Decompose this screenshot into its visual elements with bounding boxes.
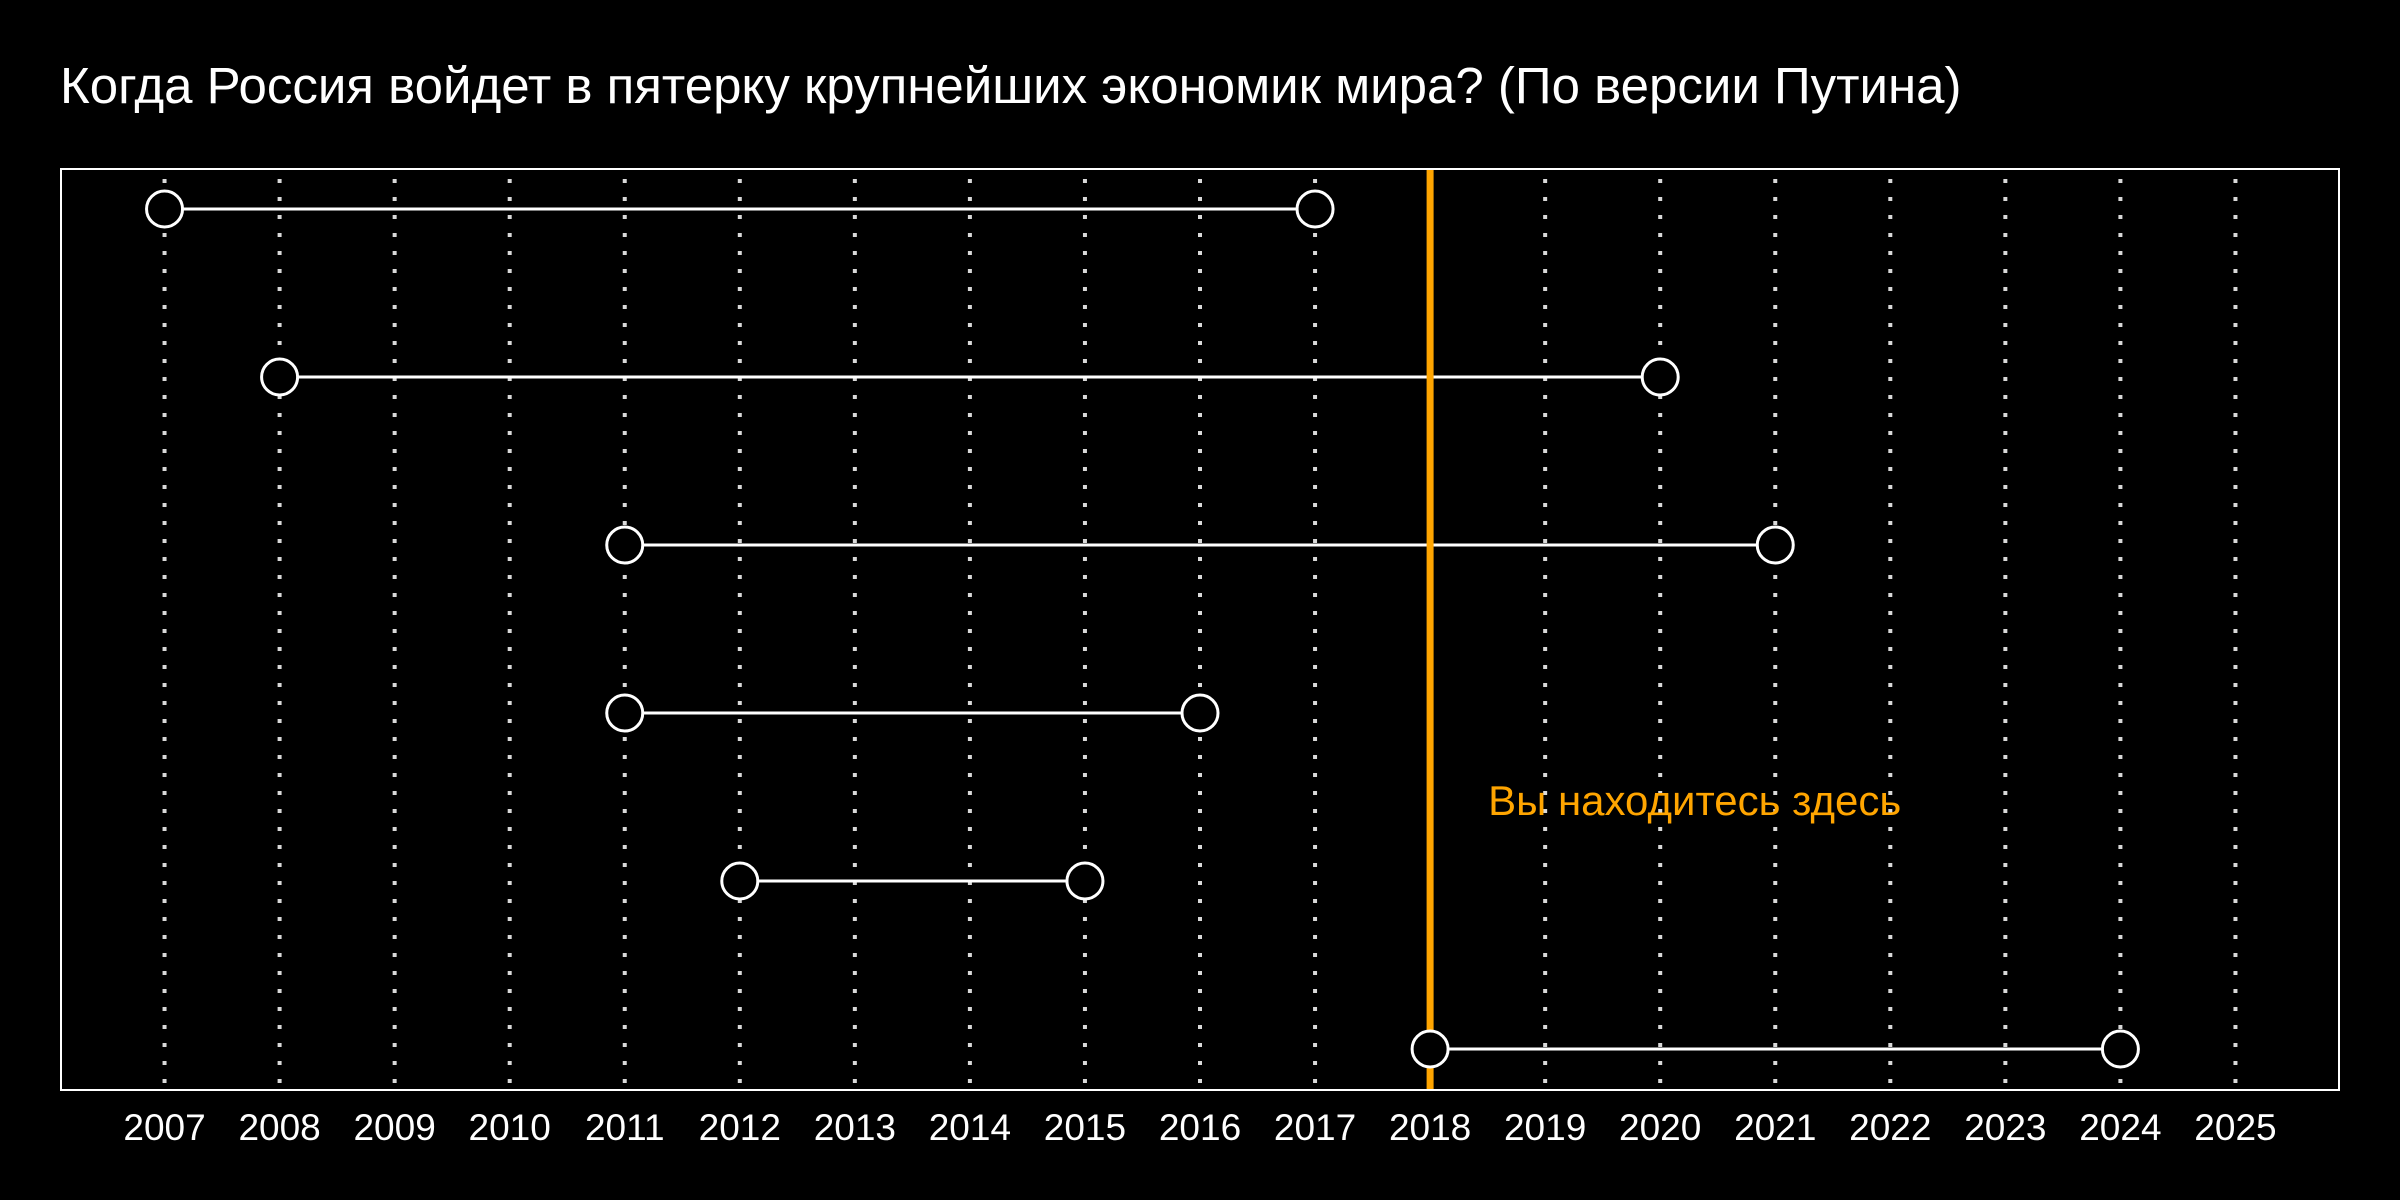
x-tick-label-2017: 2017 (1274, 1107, 1356, 1148)
plot-area-frame (60, 168, 2340, 1091)
x-tick-label-2024: 2024 (2079, 1107, 2161, 1148)
x-tick-label-2021: 2021 (1734, 1107, 1816, 1148)
gridlines (162, 179, 2238, 1086)
x-tick-label-2019: 2019 (1504, 1107, 1586, 1148)
x-tick-label-2008: 2008 (238, 1107, 320, 1148)
x-tick-label-2015: 2015 (1044, 1107, 1126, 1148)
x-tick-label-2007: 2007 (123, 1107, 205, 1148)
dumbbell-end-marker (1755, 525, 1795, 565)
x-tick-label-2018: 2018 (1389, 1107, 1471, 1148)
dumbbell-start-marker (1410, 1029, 1450, 1069)
x-tick-label-2011: 2011 (585, 1107, 665, 1148)
reference-line-label: Вы находитесь здесь (1488, 777, 1901, 824)
x-axis-tick-labels: 2007 2008 2009 2010 2011 2012 2013 2014 2015 2016… (123, 1107, 2276, 1148)
x-tick-label-2012: 2012 (699, 1107, 781, 1148)
dumbbell-end-marker (2100, 1029, 2140, 1069)
endpoint-markers (145, 189, 2140, 1069)
reference-line-group: Вы находитесь здесь (1426, 170, 1901, 1089)
dumbbell-end-marker (1180, 693, 1220, 733)
dumbbell-end-marker (1295, 189, 1335, 229)
x-tick-label-2009: 2009 (353, 1107, 435, 1148)
x-tick-label-2022: 2022 (1849, 1107, 1931, 1148)
dumbbell-start-marker (605, 693, 645, 733)
x-tick-label-2023: 2023 (1964, 1107, 2046, 1148)
x-tick-label-2016: 2016 (1159, 1107, 1241, 1148)
series-dumbbells (164, 207, 2121, 1051)
dumbbell-start-marker (720, 861, 760, 901)
dumbbell-start-marker (605, 525, 645, 565)
dumbbell-start-marker (145, 189, 185, 229)
x-tick-label-2020: 2020 (1619, 1107, 1701, 1148)
x-tick-label-2025: 2025 (2194, 1107, 2276, 1148)
x-tick-label-2014: 2014 (929, 1107, 1011, 1148)
x-tick-label-2013: 2013 (814, 1107, 896, 1148)
dumbbell-end-marker (1640, 357, 1680, 397)
dumbbell-end-marker (1065, 861, 1105, 901)
dumbbell-start-marker (260, 357, 300, 397)
chart-title: Когда Россия войдет в пятерку крупнейших… (60, 57, 1962, 114)
x-tick-label-2010: 2010 (469, 1107, 551, 1148)
